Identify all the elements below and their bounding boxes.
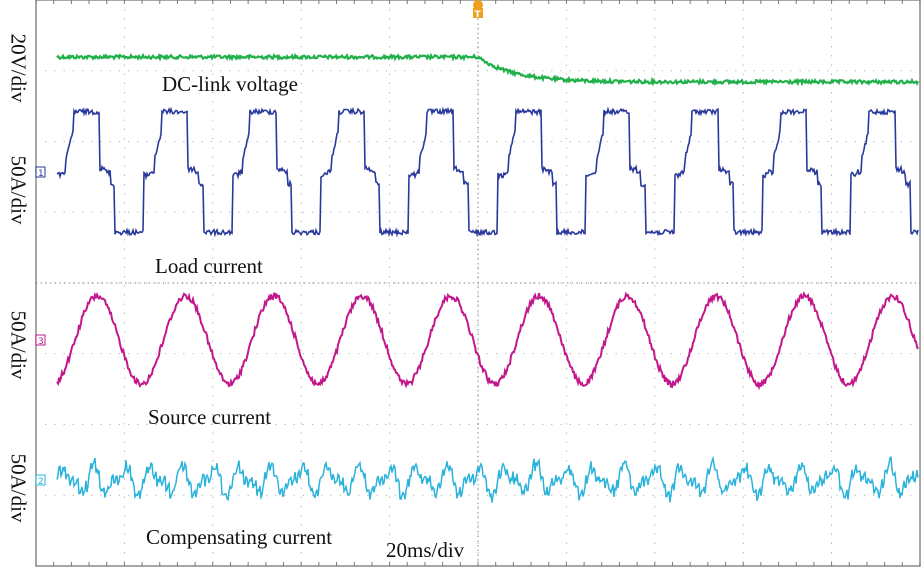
trace-label-source-current: Source current xyxy=(148,405,272,429)
trace-dc-link-voltage xyxy=(56,52,920,87)
trace-load-current xyxy=(56,106,919,238)
scale-label-dc-link: 20V/div xyxy=(6,33,31,103)
trace-label-load-current: Load current xyxy=(155,254,263,278)
scope-traces xyxy=(56,52,920,503)
scale-label-source-current: 50A/div xyxy=(6,310,31,380)
scale-label-load-current: 50A/div xyxy=(6,155,31,225)
scale-label-compensating-current: 50A/div xyxy=(6,453,31,523)
scope-markers: 1 3 2 T xyxy=(35,0,483,487)
trigger-marker-box xyxy=(473,8,483,18)
trace-compensating-current xyxy=(56,455,919,503)
channel-marker-box xyxy=(35,166,46,178)
timebase-label: 20ms/div xyxy=(386,538,465,562)
channel-marker-text: 2 xyxy=(38,477,44,487)
channel-marker-text: 1 xyxy=(38,169,44,179)
trace-source-current xyxy=(56,291,919,391)
trigger-marker-text: T xyxy=(475,10,482,20)
channel-marker-text: 3 xyxy=(38,337,44,347)
trigger-marker-icon xyxy=(473,0,483,10)
channel-marker-box xyxy=(35,334,46,346)
trace-label-dc-link: DC-link voltage xyxy=(162,72,298,96)
trace-label-compensating-current: Compensating current xyxy=(146,525,333,549)
channel-marker-box xyxy=(35,474,46,486)
